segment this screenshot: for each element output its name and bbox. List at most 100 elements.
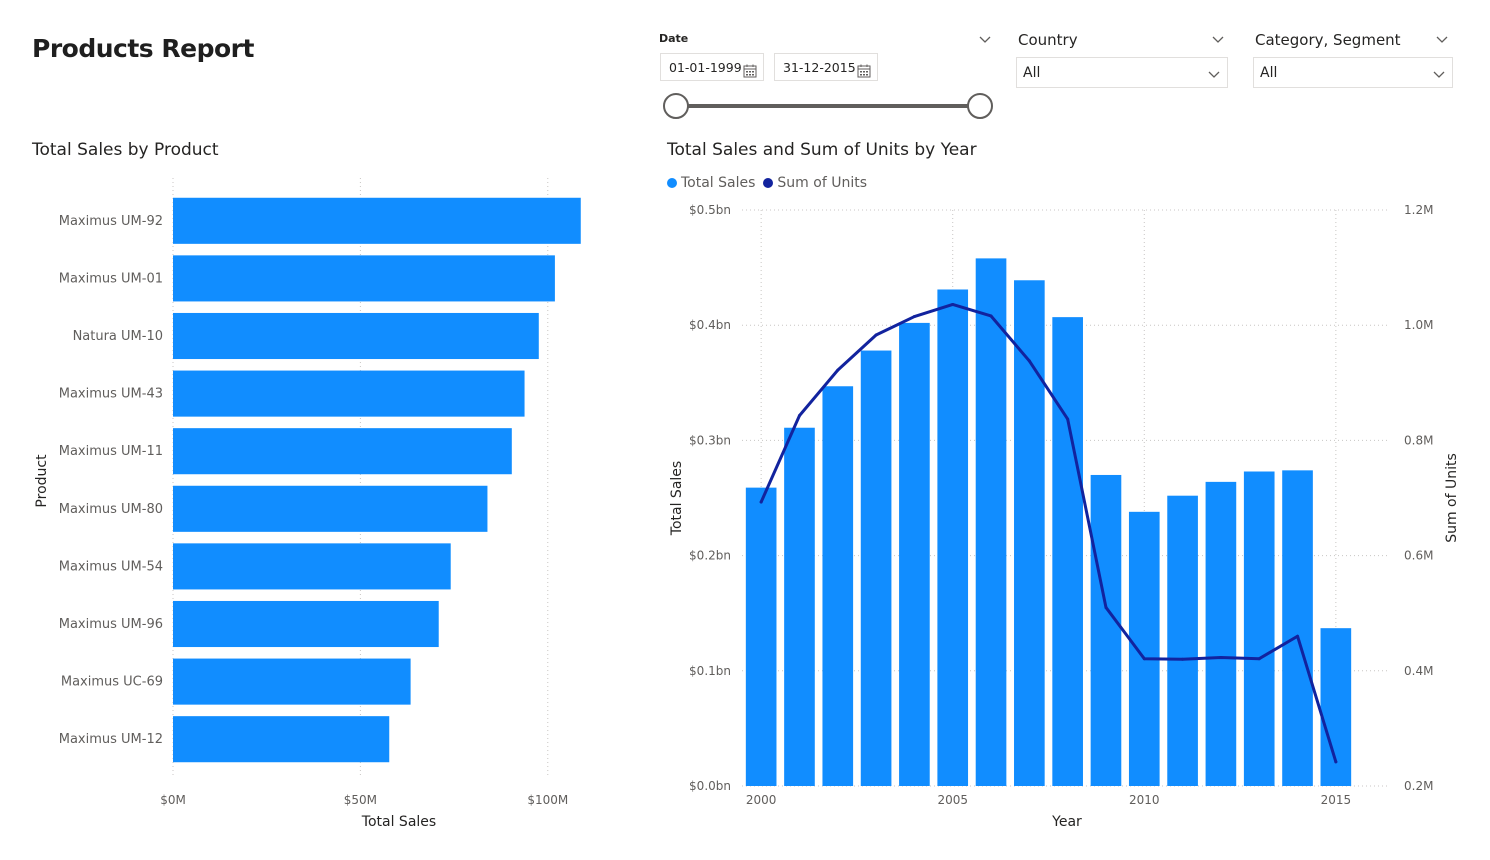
sales-bar: [1167, 495, 1198, 786]
product-label: Maximus UM-01: [59, 271, 163, 286]
country-dropdown[interactable]: All: [1016, 57, 1228, 88]
units-point: [1104, 605, 1108, 609]
product-label: Maximus UM-80: [59, 502, 163, 517]
chevron-down-icon[interactable]: [1435, 34, 1449, 44]
x-tick-label: 2000: [746, 793, 777, 807]
x-tick-label: $0M: [160, 793, 186, 807]
product-label: Natura UM-10: [73, 329, 163, 344]
date-range-start-handle[interactable]: [663, 93, 689, 119]
calendar-icon[interactable]: [743, 60, 757, 78]
y2-tick-label: 1.2M: [1404, 203, 1433, 217]
date-end-value: 31-12-2015: [783, 60, 856, 75]
units-point: [951, 302, 955, 306]
y-tick-label: $0.0bn: [689, 779, 731, 793]
sales-bar: [860, 350, 892, 786]
units-point: [1066, 417, 1070, 421]
units-point: [1027, 359, 1031, 363]
chevron-down-icon[interactable]: [1211, 34, 1225, 44]
chevron-down-icon[interactable]: [1207, 69, 1221, 79]
sales-bar: [1090, 474, 1122, 786]
date-slicer-label: Date: [659, 32, 689, 45]
product-label: Maximus UM-96: [59, 617, 163, 632]
units-point: [989, 314, 993, 318]
sales-bar: [937, 289, 969, 786]
x-tick-label: $50M: [344, 793, 377, 807]
x-tick-label: $100M: [527, 793, 568, 807]
product-bar: [173, 255, 555, 302]
legend-label-total-sales: Total Sales: [681, 175, 756, 191]
sales-bar: [745, 487, 777, 786]
sales-bar: [1128, 511, 1160, 786]
sales-bar: [1243, 471, 1275, 786]
y2-tick-label: 0.6M: [1404, 549, 1433, 563]
sales-bar: [822, 386, 854, 786]
product-bar: [173, 716, 390, 763]
legend-dot-icon: [763, 178, 774, 188]
date-end-input[interactable]: 31-12-2015: [774, 53, 878, 81]
date-range-slider-track[interactable]: [676, 104, 980, 108]
product-bar: [173, 543, 451, 590]
product-bar: [173, 600, 439, 648]
y2-axis-title: Sum of Units: [1444, 453, 1460, 543]
units-point: [1257, 657, 1261, 661]
year-chart-legend: Total Sales Sum of Units: [667, 175, 875, 191]
year-chart-title: Total Sales and Sum of Units by Year: [667, 140, 977, 160]
product-chart-title: Total Sales by Product: [32, 140, 219, 160]
x-axis-title: Total Sales: [361, 814, 436, 830]
units-point: [1219, 656, 1223, 660]
units-point: [1296, 634, 1300, 638]
sales-bar: [1205, 481, 1237, 786]
y-tick-label: $0.1bn: [689, 664, 731, 678]
category-dropdown[interactable]: All: [1253, 57, 1453, 88]
sales-bar: [899, 322, 930, 786]
sales-by-product-chart: $0M $50M $100M Maximus UM-92 Maximus UM-01 Na…: [34, 178, 581, 830]
legend-label-sum-of-units: Sum of Units: [777, 175, 868, 191]
date-start-value: 01-01-1999: [669, 60, 742, 75]
date-start-input[interactable]: 01-01-1999: [660, 53, 764, 81]
x-axis-title: Year: [1051, 814, 1082, 830]
y-axis-title: Total Sales: [669, 461, 685, 536]
legend-item-total-sales[interactable]: Total Sales: [667, 175, 755, 191]
y-tick-label: $0.4bn: [689, 318, 731, 332]
units-point: [1181, 657, 1185, 661]
sales-bar: [1014, 280, 1045, 786]
date-range-end-handle[interactable]: [967, 93, 993, 119]
y-tick-label: $0.3bn: [689, 433, 731, 447]
units-point: [1334, 760, 1338, 764]
product-label: Maximus UM-92: [59, 214, 163, 229]
sales-bar: [1282, 470, 1313, 786]
product-label: Maximus UM-12: [59, 732, 163, 747]
sales-bar: [1052, 317, 1083, 786]
y-tick-label: $0.5bn: [689, 203, 731, 217]
product-bar: [173, 485, 488, 532]
legend-item-sum-of-units[interactable]: Sum of Units: [763, 175, 867, 191]
category-slicer-label: Category, Segment: [1255, 31, 1401, 49]
y2-tick-label: 0.2M: [1404, 779, 1433, 793]
units-point: [912, 315, 916, 319]
chevron-down-icon[interactable]: [978, 34, 992, 44]
units-point: [874, 333, 878, 337]
product-bar: [173, 428, 512, 475]
y-axis-title: Product: [34, 454, 50, 508]
product-label: Maximus UM-54: [59, 559, 163, 574]
category-selected-value: All: [1260, 65, 1278, 81]
y2-tick-label: 1.0M: [1404, 318, 1433, 332]
y2-tick-label: 0.8M: [1404, 433, 1433, 447]
country-slicer-label: Country: [1018, 31, 1078, 49]
units-point: [836, 368, 840, 372]
country-selected-value: All: [1023, 65, 1041, 81]
x-tick-label: 2005: [937, 793, 968, 807]
product-bar: [173, 312, 539, 360]
units-point: [759, 500, 763, 504]
calendar-icon[interactable]: [857, 60, 871, 78]
product-bar: [173, 197, 581, 244]
product-label: Maximus UM-11: [59, 444, 163, 459]
chevron-down-icon[interactable]: [1432, 69, 1446, 79]
product-label: Maximus UM-43: [59, 387, 163, 402]
units-line: [759, 302, 1338, 764]
product-label: Maximus UC-69: [61, 675, 163, 690]
sales-bar: [975, 258, 1007, 786]
legend-dot-icon: [667, 178, 677, 188]
report-title: Products Report: [32, 34, 254, 63]
